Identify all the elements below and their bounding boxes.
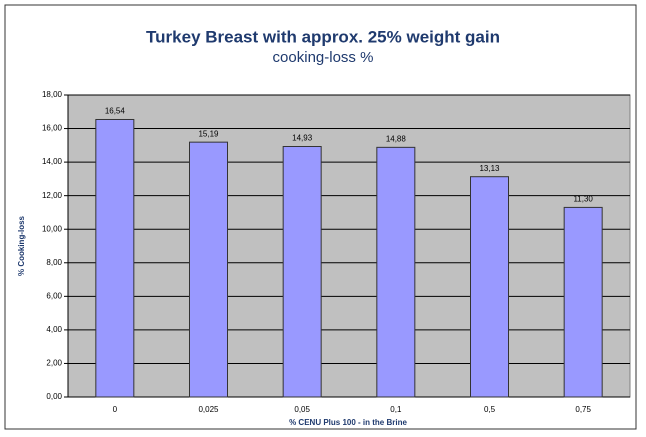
x-tick-label: 0,05 — [294, 405, 310, 414]
bar — [95, 118, 135, 398]
chart-subtitle: cooking-loss % — [273, 49, 374, 66]
bar — [470, 176, 509, 398]
y-tick-label: 14,00 — [42, 157, 63, 166]
chart-title: Turkey Breast with approx. 25% weight ga… — [146, 27, 500, 46]
x-tick-label: 0,025 — [198, 405, 219, 414]
y-tick-label: 6,00 — [46, 291, 62, 300]
x-tick-label: 0,75 — [575, 405, 591, 414]
y-axis-label: % Cooking-loss — [17, 215, 26, 276]
value-label: 14,93 — [292, 134, 313, 143]
y-tick-label: 12,00 — [42, 191, 63, 200]
y-tick-label: 0,00 — [46, 392, 62, 401]
y-tick-label: 18,00 — [42, 90, 63, 99]
bar — [282, 146, 322, 398]
y-tick-label: 4,00 — [46, 325, 62, 334]
bar — [189, 141, 228, 398]
y-tick-label: 8,00 — [46, 258, 62, 267]
value-label: 11,30 — [573, 195, 593, 204]
bar — [563, 206, 603, 398]
y-tick-label: 16,00 — [42, 124, 63, 133]
bar — [376, 146, 416, 398]
value-label: 14,88 — [386, 134, 407, 143]
value-label: 16,54 — [105, 107, 126, 116]
plot-area — [67, 94, 631, 398]
x-tick-label: 0 — [113, 405, 118, 414]
x-axis-label: % CENU Plus 100 - in the Brine — [289, 418, 407, 427]
x-tick-label: 0,1 — [390, 405, 402, 414]
x-tick-label: 0,5 — [484, 405, 496, 414]
value-label: 15,19 — [198, 129, 219, 138]
value-label: 13,13 — [479, 164, 500, 173]
y-tick-label: 2,00 — [46, 359, 62, 368]
y-tick-label: 10,00 — [42, 224, 63, 233]
